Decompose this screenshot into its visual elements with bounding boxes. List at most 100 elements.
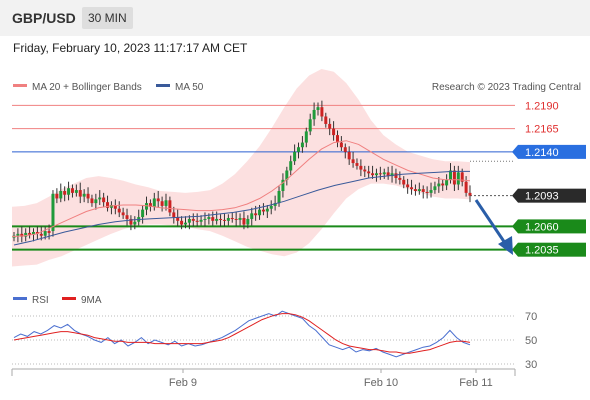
legend-label-ma20: MA 20 + Bollinger Bands: [32, 82, 142, 93]
candle-body: [195, 220, 199, 222]
candle-body: [63, 191, 67, 195]
candle-body: [70, 188, 74, 193]
candle-body: [242, 218, 246, 225]
candle-body: [452, 170, 456, 185]
candle-body: [402, 179, 406, 185]
candle-body: [433, 186, 437, 191]
candle-body: [31, 231, 35, 235]
candle-body: [215, 218, 219, 221]
candle-body: [90, 198, 94, 204]
candle-body: [254, 213, 258, 216]
candle-body: [141, 209, 145, 218]
candle-body: [187, 218, 191, 223]
candle-body: [406, 184, 410, 188]
candle-body: [230, 218, 234, 220]
candle-body: [238, 218, 242, 220]
candle-body: [304, 131, 308, 143]
candle-body: [222, 219, 226, 221]
level-tag-1.2035: [518, 242, 586, 257]
legend-swatch-rsi: [13, 297, 27, 300]
candle-body: [234, 218, 238, 220]
candle-body: [460, 172, 464, 182]
candle-body: [78, 190, 82, 197]
candle-body: [133, 221, 137, 225]
candle-body: [55, 193, 59, 199]
candle-body: [47, 231, 51, 233]
candle-body: [82, 193, 86, 197]
level-tag-arrow-1.2060: [512, 219, 518, 234]
candle-body: [86, 193, 90, 199]
candle-body: [359, 165, 363, 170]
candle-body: [211, 217, 215, 221]
candle-body: [297, 147, 301, 152]
candle-body: [180, 220, 184, 225]
candle-body: [191, 218, 195, 221]
candle-body: [207, 217, 211, 219]
level-tag-1.2060: [518, 219, 586, 234]
legend-label-ma50: MA 50: [175, 82, 204, 93]
level-tag-1.2093: [518, 188, 586, 203]
candle-body: [468, 192, 472, 196]
candle-body: [145, 203, 149, 210]
level-tag-1.2140: [518, 144, 586, 159]
candle-body: [51, 193, 55, 232]
candle-body: [98, 197, 102, 200]
candle-body: [456, 172, 460, 185]
legend-swatch-ma20: [13, 84, 27, 87]
candle-body: [94, 199, 98, 204]
candle-body: [320, 107, 324, 117]
candle-body: [374, 173, 378, 176]
rsi-ma-line: [13, 313, 471, 354]
candle-body: [24, 232, 28, 237]
candle-body: [281, 179, 285, 192]
candle-body: [378, 173, 382, 175]
candle-body: [316, 107, 320, 110]
candle-body: [390, 173, 394, 177]
candle-body: [367, 171, 371, 174]
candle-body: [300, 142, 304, 148]
candle-body: [425, 191, 429, 193]
candle-body: [67, 188, 71, 195]
candle-body: [410, 187, 414, 190]
timestamp: Friday, February 10, 2023 11:17:17 AM CE…: [13, 41, 248, 55]
candle-body: [74, 190, 78, 193]
candle-body: [382, 172, 386, 175]
symbol-title: GBP/USD: [12, 10, 76, 26]
candle-body: [394, 173, 398, 178]
candle-body: [160, 201, 164, 206]
ma20-line: [11, 140, 471, 238]
legend-swatch-ma50: [156, 84, 170, 87]
timeframe-badge[interactable]: 30 MIN: [82, 7, 133, 29]
candle-body: [121, 212, 125, 216]
rsi-line: [13, 310, 471, 358]
ma50-line: [13, 170, 470, 246]
candle-body: [355, 163, 359, 166]
level-label-1.2093: 1.2093: [525, 191, 559, 203]
candle-body: [441, 183, 445, 186]
candle-body: [289, 161, 293, 171]
level-label-1.2035: 1.2035: [525, 245, 559, 257]
candle-body: [109, 204, 113, 208]
candle-body: [28, 232, 32, 235]
x-tick-label: Feb 10: [364, 377, 398, 389]
level-tag-arrow-1.2140: [512, 144, 518, 159]
candle-body: [113, 204, 117, 209]
level-label-1.2190: 1.2190: [525, 100, 559, 112]
candle-body: [129, 218, 133, 225]
candle-body: [347, 151, 351, 160]
candle-body: [261, 209, 265, 212]
legend-label-rsi: RSI: [32, 295, 49, 306]
candle-body: [371, 173, 375, 176]
candle-body: [156, 198, 160, 202]
candle-body: [183, 222, 187, 225]
candle-body: [308, 119, 312, 132]
candle-body: [293, 151, 297, 162]
candle-body: [258, 209, 262, 216]
x-tick-label: Feb 11: [459, 377, 492, 389]
candle-body: [203, 218, 207, 220]
candle-body: [339, 142, 343, 148]
copyright-label: Research © 2023 Trading Central: [432, 82, 581, 93]
header-bar: GBP/USD 30 MIN: [0, 0, 590, 36]
forecast-arrow-shaft: [474, 199, 509, 247]
